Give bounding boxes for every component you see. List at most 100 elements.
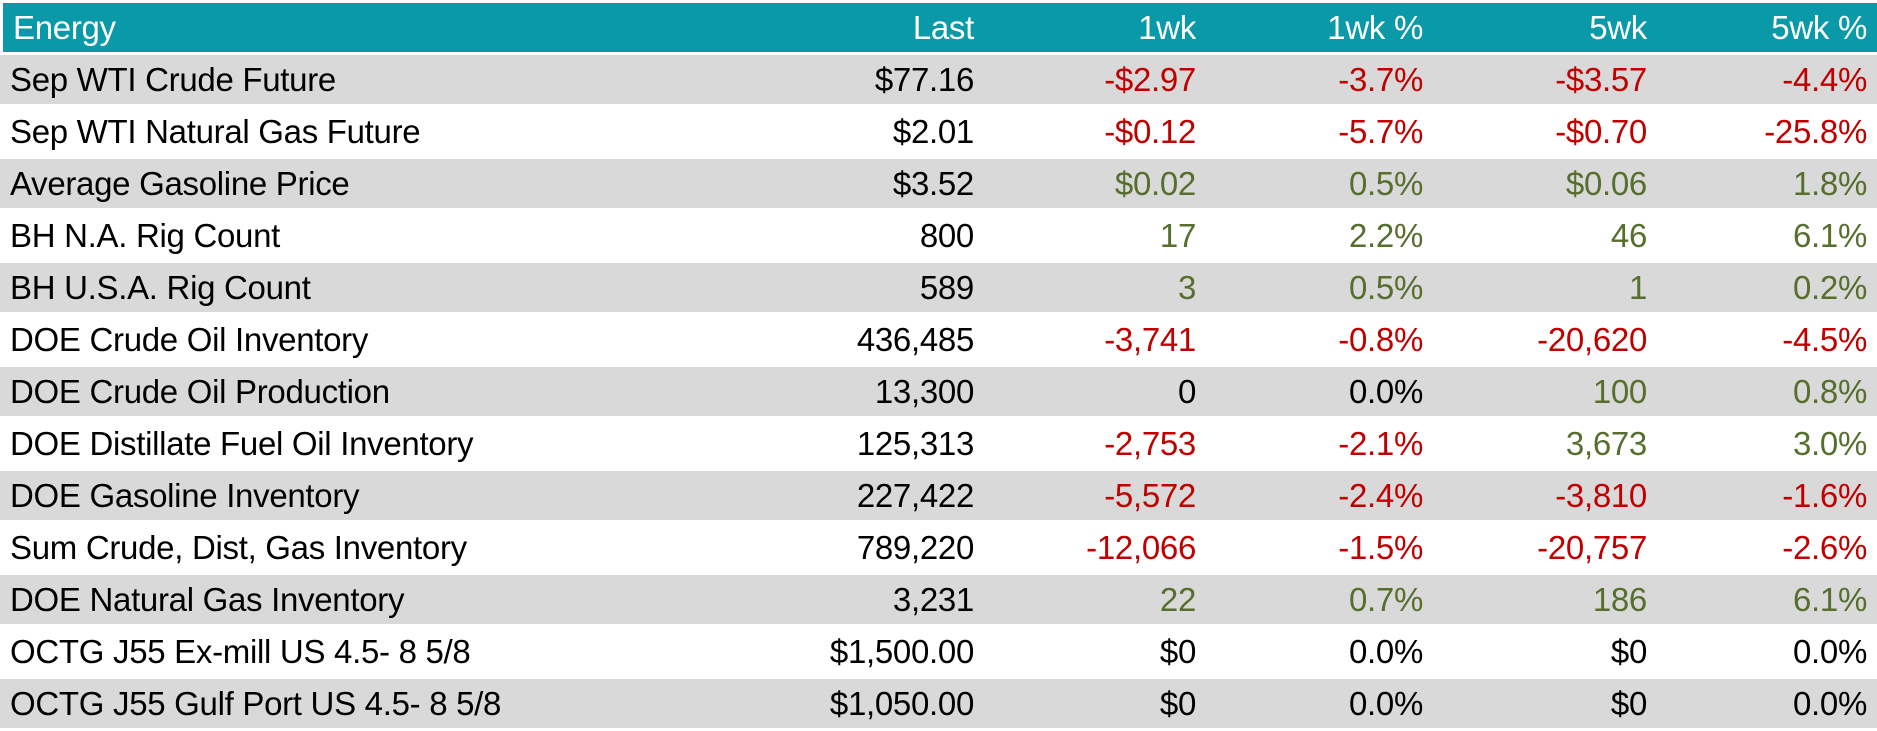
cell-value: -4.5% (1657, 315, 1877, 367)
cell-value: $0 (984, 627, 1206, 679)
cell-value: 0.8% (1657, 367, 1877, 419)
table-row: DOE Crude Oil Inventory 436,485 -3,741 -0.8… (0, 315, 1877, 367)
cell-value: -2.6% (1657, 523, 1877, 575)
cell-value: 436,485 (765, 315, 984, 367)
column-header-1wk-pct: 1wk % (1206, 0, 1433, 55)
header-row: Energy Last 1wk 1wk % 5wk 5wk % (0, 0, 1877, 55)
cell-value: -$3.57 (1433, 55, 1657, 107)
row-label: DOE Distillate Fuel Oil Inventory (0, 419, 765, 471)
row-label: Sep WTI Natural Gas Future (0, 107, 765, 159)
cell-value: $0.06 (1433, 159, 1657, 211)
cell-value: 0.5% (1206, 263, 1433, 315)
cell-value: 0.5% (1206, 159, 1433, 211)
table-row: OCTG J55 Gulf Port US 4.5- 8 5/8 $1,050.0… (0, 679, 1877, 731)
cell-value: 789,220 (765, 523, 984, 575)
cell-value: -25.8% (1657, 107, 1877, 159)
table-header: Energy Last 1wk 1wk % 5wk 5wk % (0, 0, 1877, 55)
cell-value: 0.0% (1657, 627, 1877, 679)
cell-value: 0.0% (1206, 367, 1433, 419)
cell-value: -0.8% (1206, 315, 1433, 367)
cell-value: -2,753 (984, 419, 1206, 471)
column-header-5wk: 5wk (1433, 0, 1657, 55)
cell-value: 800 (765, 211, 984, 263)
cell-value: 0 (984, 367, 1206, 419)
cell-value: 46 (1433, 211, 1657, 263)
table-row: DOE Natural Gas Inventory 3,231 22 0.7% 186 6… (0, 575, 1877, 627)
cell-value: -$0.70 (1433, 107, 1657, 159)
cell-value: 186 (1433, 575, 1657, 627)
cell-value: $77.16 (765, 55, 984, 107)
cell-value: 0.7% (1206, 575, 1433, 627)
cell-value: 3 (984, 263, 1206, 315)
row-label: Sum Crude, Dist, Gas Inventory (0, 523, 765, 575)
cell-value: -2.1% (1206, 419, 1433, 471)
cell-value: -20,757 (1433, 523, 1657, 575)
cell-value: 0.0% (1206, 627, 1433, 679)
table-row: Sep WTI Crude Future $77.16 -$2.97 -3.7% -$3… (0, 55, 1877, 107)
cell-value: 2.2% (1206, 211, 1433, 263)
cell-value: -1.6% (1657, 471, 1877, 523)
row-label: BH U.S.A. Rig Count (0, 263, 765, 315)
cell-value: -$0.12 (984, 107, 1206, 159)
cell-value: -2.4% (1206, 471, 1433, 523)
cell-value: -$2.97 (984, 55, 1206, 107)
cell-value: -1.5% (1206, 523, 1433, 575)
cell-value: 1 (1433, 263, 1657, 315)
table-row: BH U.S.A. Rig Count 589 3 0.5% 1 0.2% (0, 263, 1877, 315)
row-label: OCTG J55 Gulf Port US 4.5- 8 5/8 (0, 679, 765, 731)
table-row: Average Gasoline Price $3.52 $0.02 0.5% $0.0… (0, 159, 1877, 211)
table-row: Sep WTI Natural Gas Future $2.01 -$0.12 -5.… (0, 107, 1877, 159)
cell-value: 3.0% (1657, 419, 1877, 471)
row-label: Average Gasoline Price (0, 159, 765, 211)
cell-value: $1,050.00 (765, 679, 984, 731)
cell-value: -20,620 (1433, 315, 1657, 367)
table-body: Sep WTI Crude Future $77.16 -$2.97 -3.7% -$3… (0, 55, 1877, 731)
table-row: DOE Gasoline Inventory 227,422 -5,572 -2.4%… (0, 471, 1877, 523)
cell-value: 1.8% (1657, 159, 1877, 211)
cell-value: $0 (984, 679, 1206, 731)
cell-value: 13,300 (765, 367, 984, 419)
row-label: OCTG J55 Ex-mill US 4.5- 8 5/8 (0, 627, 765, 679)
cell-value: $0 (1433, 627, 1657, 679)
cell-value: 0.2% (1657, 263, 1877, 315)
cell-value: $2.01 (765, 107, 984, 159)
row-label: Sep WTI Crude Future (0, 55, 765, 107)
column-header-energy: Energy (0, 0, 765, 55)
cell-value: -3,741 (984, 315, 1206, 367)
cell-value: 0.0% (1657, 679, 1877, 731)
row-label: DOE Gasoline Inventory (0, 471, 765, 523)
cell-value: 3,231 (765, 575, 984, 627)
cell-value: $3.52 (765, 159, 984, 211)
table-row: DOE Crude Oil Production 13,300 0 0.0% 100 0.… (0, 367, 1877, 419)
row-label: DOE Crude Oil Production (0, 367, 765, 419)
table-row: DOE Distillate Fuel Oil Inventory 125,313… (0, 419, 1877, 471)
cell-value: -5,572 (984, 471, 1206, 523)
cell-value: $1,500.00 (765, 627, 984, 679)
cell-value: 125,313 (765, 419, 984, 471)
row-label: DOE Crude Oil Inventory (0, 315, 765, 367)
cell-value: 100 (1433, 367, 1657, 419)
cell-value: -4.4% (1657, 55, 1877, 107)
cell-value: -3,810 (1433, 471, 1657, 523)
cell-value: 17 (984, 211, 1206, 263)
cell-value: -3.7% (1206, 55, 1433, 107)
row-label: BH N.A. Rig Count (0, 211, 765, 263)
cell-value: -5.7% (1206, 107, 1433, 159)
cell-value: -12,066 (984, 523, 1206, 575)
column-header-5wk-pct: 5wk % (1657, 0, 1877, 55)
row-label: DOE Natural Gas Inventory (0, 575, 765, 627)
cell-value: 6.1% (1657, 575, 1877, 627)
column-header-last: Last (765, 0, 984, 55)
table-row: OCTG J55 Ex-mill US 4.5- 8 5/8 $1,500.00 $… (0, 627, 1877, 679)
cell-value: $0.02 (984, 159, 1206, 211)
cell-value: 3,673 (1433, 419, 1657, 471)
column-header-1wk: 1wk (984, 0, 1206, 55)
cell-value: $0 (1433, 679, 1657, 731)
cell-value: 227,422 (765, 471, 984, 523)
cell-value: 0.0% (1206, 679, 1433, 731)
cell-value: 6.1% (1657, 211, 1877, 263)
cell-value: 22 (984, 575, 1206, 627)
cell-value: 589 (765, 263, 984, 315)
table-row: BH N.A. Rig Count 800 17 2.2% 46 6.1% (0, 211, 1877, 263)
